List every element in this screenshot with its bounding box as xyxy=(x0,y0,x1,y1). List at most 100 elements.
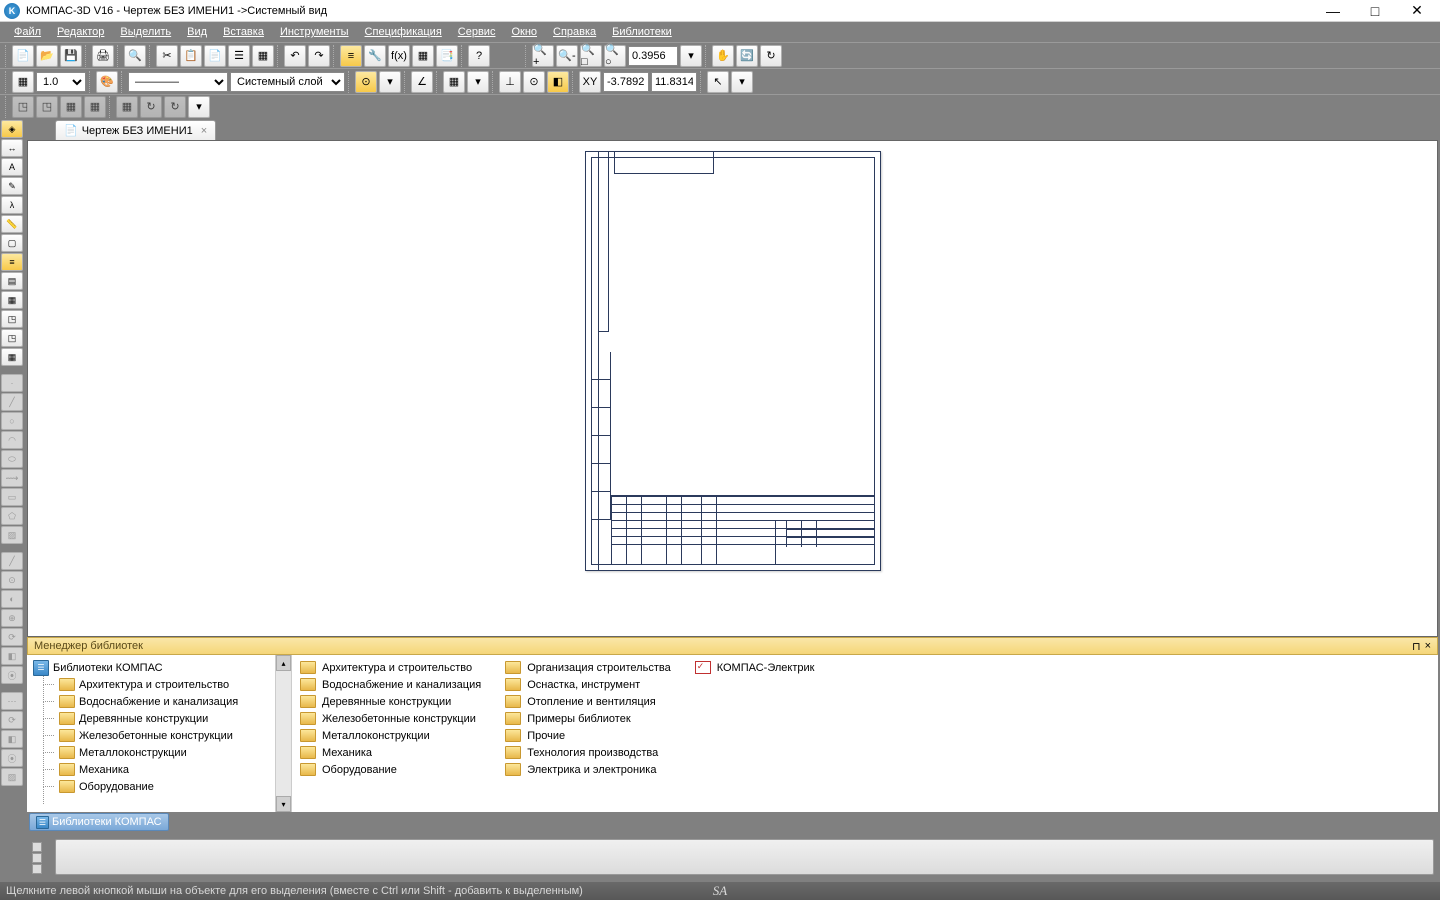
zoom-fit-button[interactable]: 🔍□ xyxy=(580,45,602,67)
view-button-1[interactable]: ◳ xyxy=(12,96,34,118)
lib-item-electric[interactable]: КОМПАС-Электрик xyxy=(695,659,815,676)
coord-y-input[interactable] xyxy=(651,72,697,92)
view-button-5[interactable]: ▦ xyxy=(116,96,138,118)
arc-tool[interactable]: ◠ xyxy=(1,431,23,449)
lib-tree-item[interactable]: Металлоконструкции xyxy=(31,744,287,761)
lib-item[interactable]: Металлоконструкции xyxy=(300,727,481,744)
snap-button[interactable]: ⊙ xyxy=(355,71,377,93)
lib-item[interactable]: Оборудование xyxy=(300,761,481,778)
zoom-all-button[interactable]: 🔍○ xyxy=(604,45,626,67)
lib-item[interactable]: Примеры библиотек xyxy=(505,710,671,727)
lib-item[interactable]: Электрика и электроника xyxy=(505,761,671,778)
aux3-tool[interactable]: ◐ xyxy=(1,590,23,608)
menu-file[interactable]: Файл xyxy=(8,24,47,40)
circle-tool[interactable]: ○ xyxy=(1,412,23,430)
snap2-button[interactable]: ▾ xyxy=(379,71,401,93)
menu-libs[interactable]: Библиотеки xyxy=(606,24,678,40)
insert-tool[interactable]: ▦ xyxy=(1,291,23,309)
spline-tool[interactable]: ⟿ xyxy=(1,469,23,487)
cursor2-button[interactable]: ▾ xyxy=(731,71,753,93)
layer-select[interactable]: Системный слой (0) xyxy=(230,72,345,92)
undo-button[interactable]: ↶ xyxy=(284,45,306,67)
maximize-button[interactable]: □ xyxy=(1360,2,1390,20)
copy-button[interactable]: 📋 xyxy=(180,45,202,67)
menu-edit[interactable]: Редактор xyxy=(51,24,110,40)
scale-select[interactable]: 1.0 xyxy=(36,72,86,92)
drawing-canvas[interactable] xyxy=(27,140,1438,637)
view-button-8[interactable]: ▾ xyxy=(188,96,210,118)
point-tool[interactable]: · xyxy=(1,374,23,392)
fx-button[interactable]: f(x) xyxy=(388,45,410,67)
edit-tool[interactable]: ✎ xyxy=(1,177,23,195)
state-button[interactable]: ▦ xyxy=(12,71,34,93)
print-button[interactable]: 🖨 xyxy=(92,45,114,67)
line-tool[interactable]: ╱ xyxy=(1,393,23,411)
pan-button[interactable]: ✋ xyxy=(712,45,734,67)
lib-item[interactable]: Механика xyxy=(300,744,481,761)
menu-spec[interactable]: Спецификация xyxy=(359,24,448,40)
lib-item[interactable]: Отопление и вентиляция xyxy=(505,693,671,710)
lib-tree-item[interactable]: Архитектура и строительство xyxy=(31,676,287,693)
view-button-4[interactable]: ▦ xyxy=(84,96,106,118)
view-button-3[interactable]: ▦ xyxy=(60,96,82,118)
local-button[interactable]: ◧ xyxy=(547,71,569,93)
aux10-tool[interactable]: ◧ xyxy=(1,730,23,748)
var-button[interactable]: 🔧 xyxy=(364,45,386,67)
zoom-input[interactable] xyxy=(628,46,678,66)
color-button[interactable]: 🎨 xyxy=(96,71,118,93)
aux8-tool[interactable]: ⋯ xyxy=(1,692,23,710)
lib-root[interactable]: ☰ Библиотеки КОМПАС xyxy=(31,659,287,676)
view2-tool[interactable]: ◳ xyxy=(1,329,23,347)
rotate-button[interactable]: 🔄 xyxy=(736,45,758,67)
view-tool[interactable]: ◳ xyxy=(1,310,23,328)
redo-button[interactable]: ↷ xyxy=(308,45,330,67)
aux6-tool[interactable]: ◧ xyxy=(1,647,23,665)
menu-tools[interactable]: Инструменты xyxy=(274,24,355,40)
lib-item[interactable]: Водоснабжение и канализация xyxy=(300,676,481,693)
lib-item[interactable]: Технология производства xyxy=(505,744,671,761)
poly-tool[interactable]: ⬠ xyxy=(1,507,23,525)
menu-window[interactable]: Окно xyxy=(505,24,543,40)
command-box[interactable] xyxy=(55,839,1434,875)
menu-select[interactable]: Выделить xyxy=(114,24,177,40)
lib-button[interactable]: ≡ xyxy=(340,45,362,67)
ortho-button[interactable]: ⊥ xyxy=(499,71,521,93)
aux9-tool[interactable]: ⟳ xyxy=(1,711,23,729)
view-button-7[interactable]: ↻ xyxy=(164,96,186,118)
open-button[interactable]: 📂 xyxy=(36,45,58,67)
tree-scrollbar[interactable]: ▴▾ xyxy=(275,655,291,812)
geom-tool[interactable]: ◈ xyxy=(1,120,23,138)
paste-button[interactable]: 📄 xyxy=(204,45,226,67)
minimize-button[interactable]: — xyxy=(1318,2,1348,20)
close-button[interactable]: ✕ xyxy=(1402,2,1432,20)
round-button[interactable]: ⊙ xyxy=(523,71,545,93)
libmgr-pin[interactable]: ⊓ xyxy=(1412,640,1421,653)
spec-tool[interactable]: ≡ xyxy=(1,253,23,271)
refresh-button[interactable]: ↻ xyxy=(760,45,782,67)
linestyle-select[interactable]: ———— xyxy=(128,72,228,92)
menu-service[interactable]: Сервис xyxy=(452,24,502,40)
lib-item[interactable]: Железобетонные конструкции xyxy=(300,710,481,727)
aux7-tool[interactable]: ⦿ xyxy=(1,666,23,684)
aux5-tool[interactable]: ⟳ xyxy=(1,628,23,646)
calc-button[interactable]: ▦ xyxy=(412,45,434,67)
xy-button[interactable]: XY xyxy=(579,71,601,93)
aux4-tool[interactable]: ⊕ xyxy=(1,609,23,627)
save-button[interactable]: 💾 xyxy=(60,45,82,67)
param-tool[interactable]: λ xyxy=(1,196,23,214)
aux2-tool[interactable]: ⊙ xyxy=(1,571,23,589)
report-tool[interactable]: ▤ xyxy=(1,272,23,290)
view-button-2[interactable]: ◳ xyxy=(36,96,58,118)
view-button-6[interactable]: ↻ xyxy=(140,96,162,118)
select-tool[interactable]: ▢ xyxy=(1,234,23,252)
label-tool[interactable]: A xyxy=(1,158,23,176)
aux11-tool[interactable]: ⦿ xyxy=(1,749,23,767)
new-button[interactable]: 📄 xyxy=(12,45,34,67)
dim-tool[interactable]: ↔ xyxy=(1,139,23,157)
hatch-tool[interactable]: ▨ xyxy=(1,526,23,544)
grid2-button[interactable]: ▾ xyxy=(467,71,489,93)
lib-tree-item[interactable]: Оборудование xyxy=(31,778,287,795)
rect-tool[interactable]: ▭ xyxy=(1,488,23,506)
props-button[interactable]: ☰ xyxy=(228,45,250,67)
aux1-tool[interactable]: ╱ xyxy=(1,552,23,570)
